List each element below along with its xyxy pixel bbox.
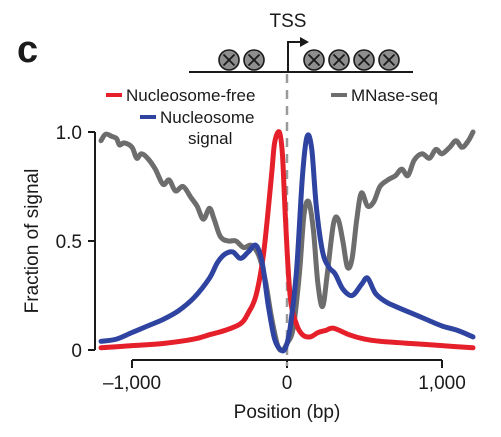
y-tick-label: 0.5: [56, 232, 82, 253]
chart-axes: 0 0.5 1.0 –1,000 0 1,000 Fraction of signal P…: [22, 123, 466, 423]
legend-label-mnase-seq: MNase-seq: [351, 86, 438, 105]
nucleosome-icon: [328, 49, 350, 71]
nucleosome-icon: [378, 49, 400, 71]
panel-label: c: [17, 29, 38, 71]
series-line-mnase-seq: [98, 129, 476, 353]
x-tick-label: 1,000: [418, 373, 466, 394]
nucleosome-icon: [243, 49, 265, 71]
x-tick-label: –1,000: [103, 373, 161, 394]
y-axis-label: Fraction of signal: [22, 169, 43, 314]
nucleosome-icon: [353, 49, 375, 71]
tss-arrow-head-icon: [300, 37, 309, 47]
series-group: [98, 129, 476, 354]
legend-label-nucleosome-free: Nucleosome-free: [126, 86, 255, 105]
legend-label-nucleosome-signal-line2: signal: [188, 129, 232, 148]
series-line-nucleosome-signal: [98, 132, 476, 354]
nucleosome-icon: [218, 49, 240, 71]
nucleosome-icon: [303, 49, 325, 71]
tss-schematic: TSS: [189, 11, 413, 73]
y-tick-label: 1.0: [56, 123, 82, 144]
tss-arrow-stem: [287, 41, 302, 72]
legend-label-nucleosome-signal-line1: Nucleosome: [160, 108, 255, 127]
y-tick-label: 0: [71, 341, 82, 362]
x-tick-label: 0: [282, 373, 293, 394]
x-axis-label: Position (bp): [234, 402, 341, 423]
tss-label: TSS: [270, 11, 307, 32]
series-line-nucleosome-free: [98, 129, 476, 351]
chart-legend: Nucleosome-free Nucleosome signal MNase-…: [106, 86, 438, 148]
